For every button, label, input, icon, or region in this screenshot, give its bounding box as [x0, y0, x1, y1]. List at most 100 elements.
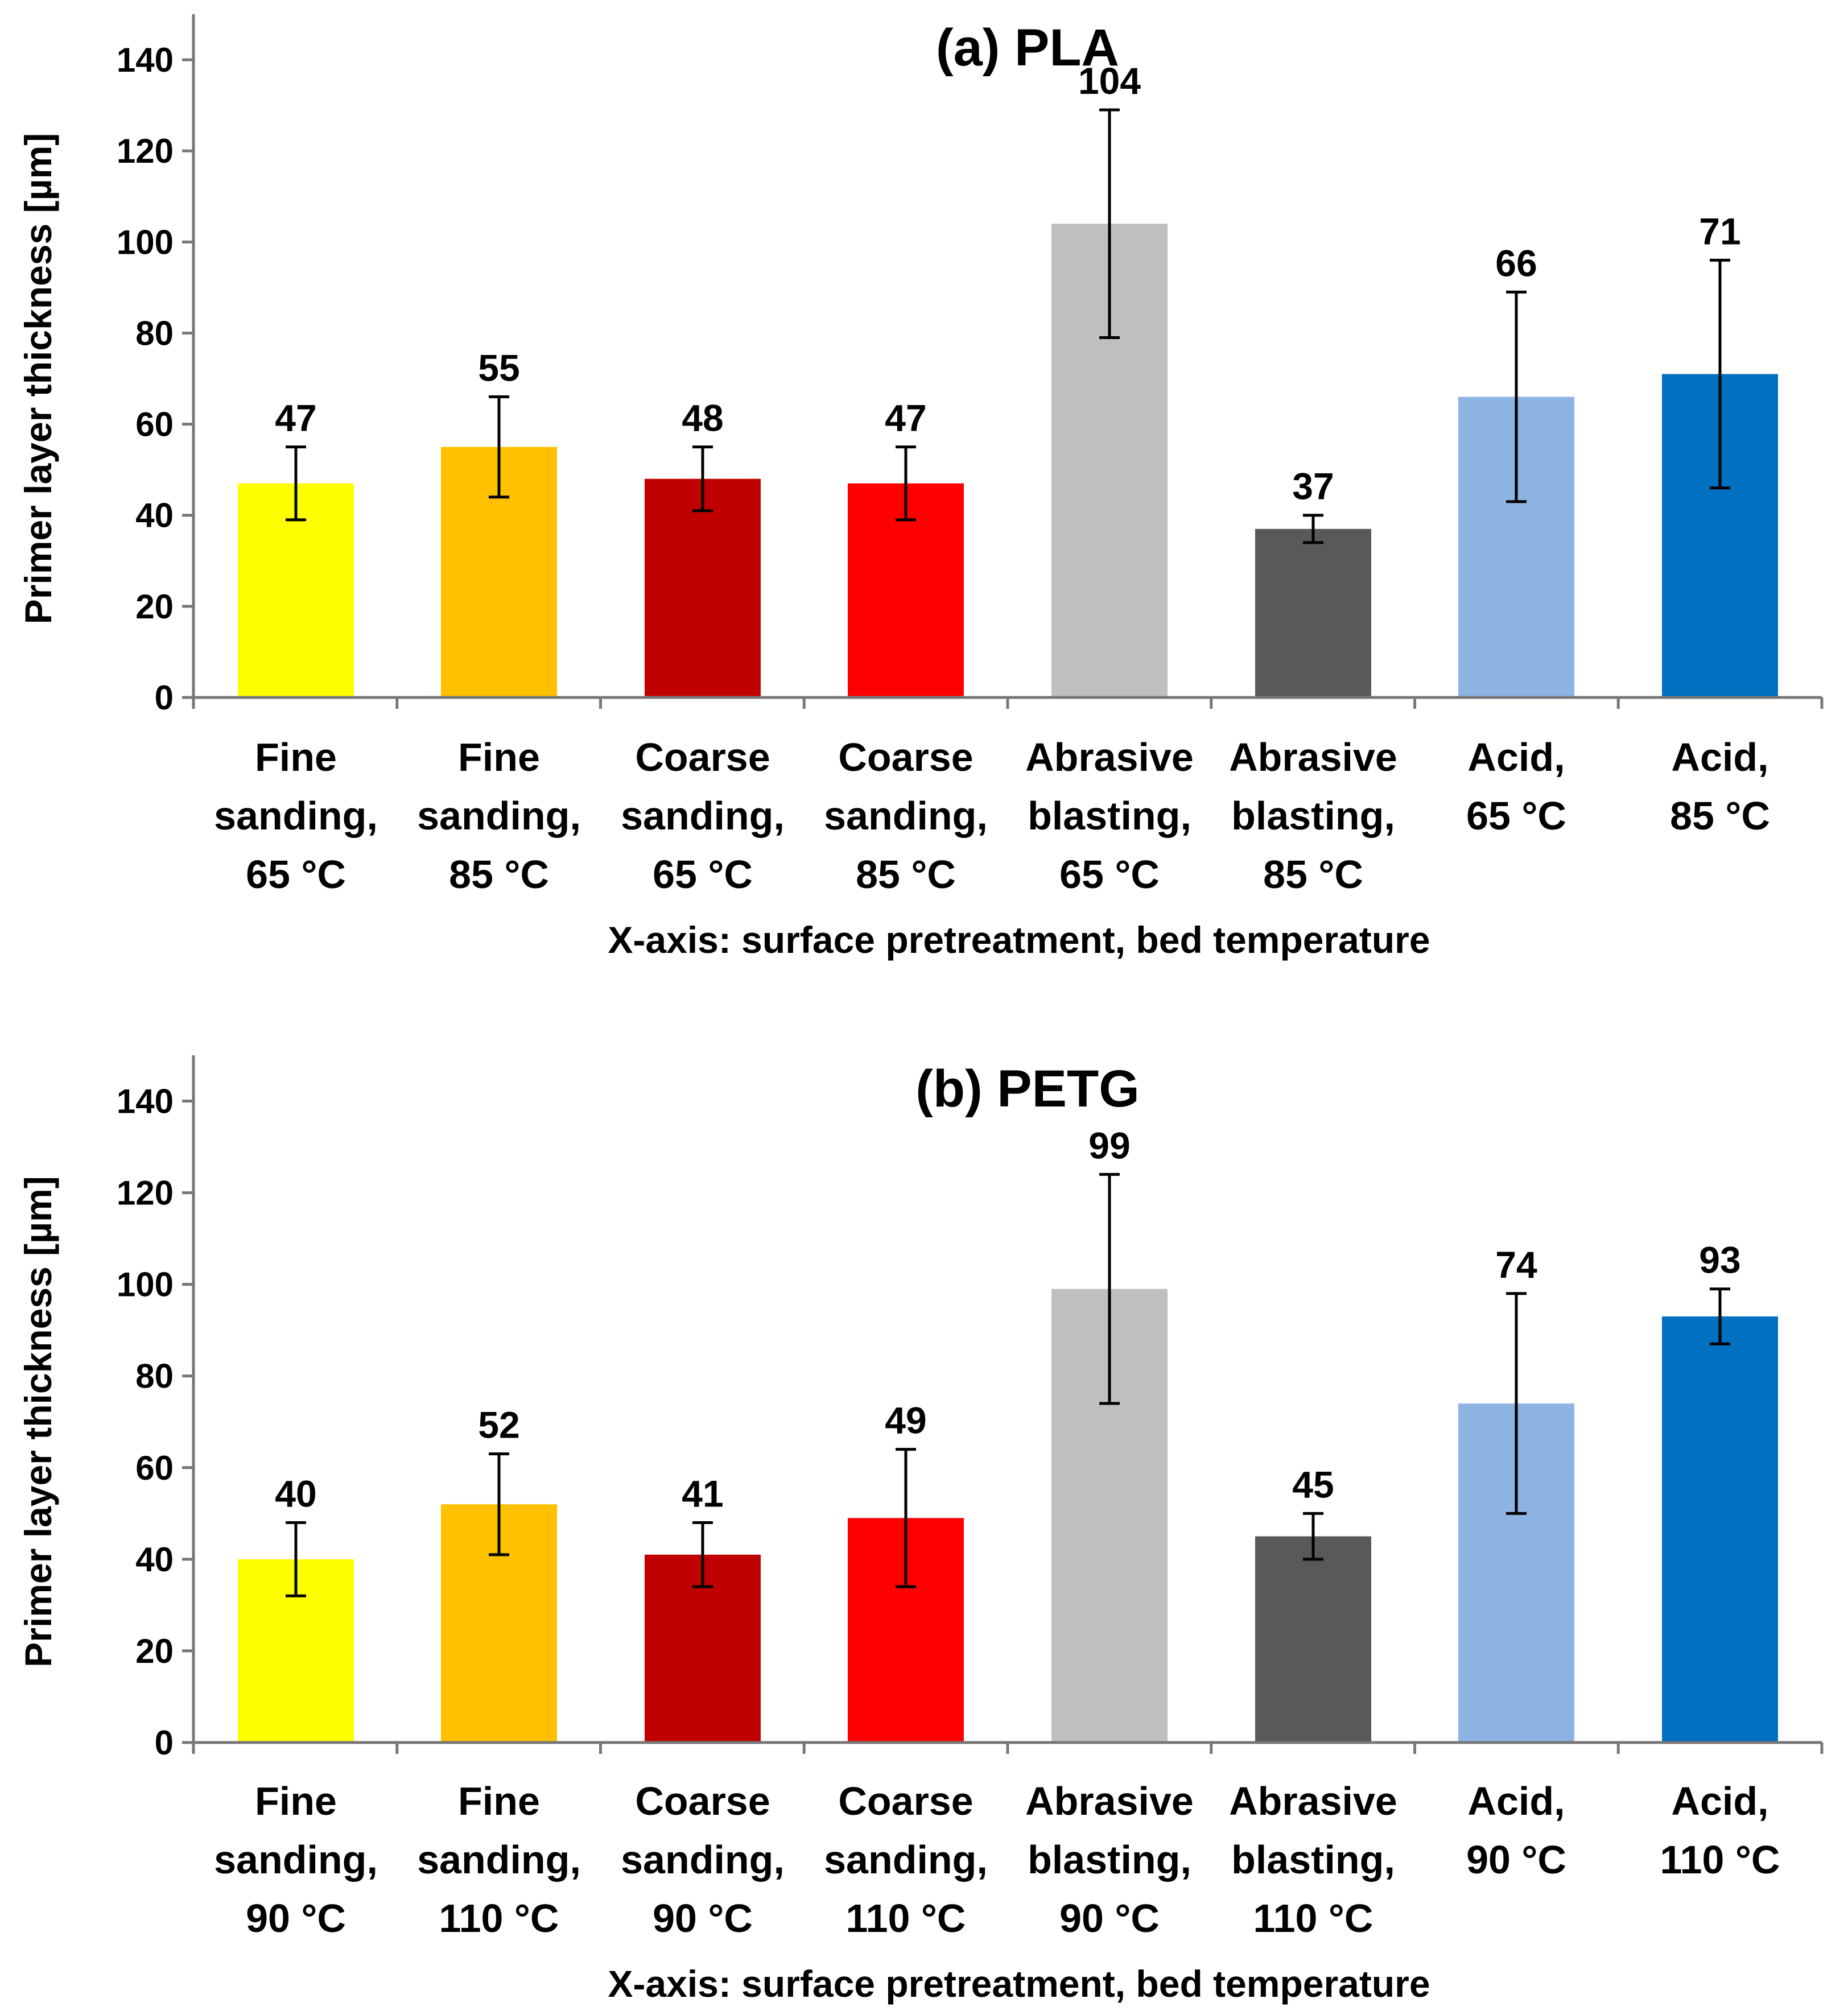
- y-axis-label: Primer layer thickness [µm]: [17, 133, 59, 624]
- error-bar: [896, 445, 916, 522]
- data-label: 71: [1699, 210, 1740, 252]
- x-tick-label-line: Acid,: [1671, 735, 1768, 779]
- x-tick-label-line: blasting,: [1231, 1838, 1395, 1882]
- error-bar: [1506, 290, 1527, 503]
- data-label: 93: [1699, 1239, 1740, 1281]
- data-label: 66: [1495, 242, 1537, 284]
- error-bar: [1506, 1292, 1527, 1515]
- x-tick-label-line: Abrasive: [1025, 1779, 1194, 1823]
- x-tick-label-line: Fine: [255, 1779, 337, 1823]
- error-bar: [1303, 514, 1323, 544]
- x-tick-label-line: 90 °C: [246, 1896, 346, 1940]
- x-tick-label-line: 65 °C: [1466, 794, 1566, 838]
- x-tick-label-line: sanding,: [214, 1838, 378, 1882]
- error-bar: [1710, 1287, 1730, 1345]
- x-tick-label-line: 65 °C: [653, 852, 753, 897]
- data-label: 40: [275, 1472, 316, 1514]
- bar: [1662, 1316, 1778, 1743]
- x-tick-label: Abrasive blasting, 65 °C: [1025, 735, 1194, 897]
- x-tick-label-line: sanding,: [824, 1838, 988, 1882]
- y-tick-label: 20: [135, 588, 174, 626]
- data-label: 47: [885, 397, 926, 439]
- x-tick-label: Fine sanding, 85 °C: [417, 735, 581, 897]
- bar: [1255, 1536, 1371, 1743]
- x-tick-label: Fine sanding, 65 °C: [214, 735, 378, 897]
- x-tick-label-line: Coarse: [635, 1779, 770, 1823]
- x-tick-label-line: Fine: [255, 735, 337, 779]
- x-axis-label: X-axis: surface pretreatment, bed temper…: [608, 919, 1430, 961]
- x-axis-label: X-axis: surface pretreatment, bed temper…: [608, 1963, 1430, 2005]
- y-tick-label: 140: [117, 1083, 174, 1121]
- y-tick-label: 100: [117, 223, 174, 261]
- y-tick-label: 40: [135, 497, 174, 535]
- chart-panel-petg: (b) PETG Primer layer thickness [µm] 40 52 4…: [17, 1055, 1824, 2005]
- error-bar: [1099, 1172, 1120, 1405]
- error-bar: [286, 1521, 306, 1597]
- x-tick-label-line: 90 °C: [653, 1896, 753, 1940]
- error-bar: [692, 1521, 713, 1588]
- data-label: 37: [1292, 465, 1334, 507]
- x-tick-label: Acid, 65 °C: [1466, 735, 1566, 838]
- x-tick-label: Coarse sanding, 65 °C: [621, 735, 785, 897]
- x-tick-label-line: sanding,: [824, 794, 988, 838]
- x-tick-label: Coarse sanding, 90 °C: [621, 1779, 785, 1940]
- x-tick-label-line: sanding,: [621, 1838, 785, 1882]
- x-tick-label-line: 110 °C: [439, 1896, 559, 1940]
- x-tick-label: Abrasive blasting, 90 °C: [1025, 1779, 1194, 1940]
- x-tick-label-line: 85 °C: [1670, 794, 1770, 838]
- bar: [1255, 528, 1371, 697]
- x-tick-label-line: sanding,: [417, 794, 581, 838]
- x-tick-label: Acid, 90 °C: [1466, 1779, 1566, 1882]
- error-bar: [1099, 108, 1120, 339]
- y-tick-label: 60: [135, 1449, 174, 1487]
- y-tick-label: 40: [135, 1541, 174, 1579]
- x-tick-label-line: sanding,: [417, 1838, 581, 1882]
- x-tick-label: Coarse sanding, 85 °C: [824, 735, 988, 897]
- x-tick-label-line: blasting,: [1231, 794, 1395, 838]
- x-tick-label-line: Fine: [458, 735, 540, 779]
- x-tick-label-line: blasting,: [1028, 1838, 1191, 1882]
- x-tick-label-line: blasting,: [1028, 794, 1191, 838]
- x-tick-label-line: sanding,: [214, 794, 378, 838]
- x-tick-label-line: 90 °C: [1466, 1838, 1566, 1882]
- x-tick-label-line: Fine: [458, 1779, 540, 1823]
- data-label: 104: [1078, 60, 1141, 102]
- y-tick-label: 120: [117, 1174, 174, 1212]
- x-tick-label: Fine sanding, 110 °C: [417, 1779, 581, 1940]
- y-tick-label: 0: [155, 1724, 174, 1762]
- x-tick-label: Acid, 85 °C: [1670, 735, 1770, 838]
- bar: [645, 478, 761, 697]
- x-tick-label-line: 85 °C: [1263, 852, 1363, 897]
- data-label: 99: [1088, 1124, 1130, 1166]
- data-label: 52: [478, 1404, 519, 1446]
- chart-panel-pla: (a) PLA Primer layer thickness [µm] 47 55 48…: [17, 14, 1824, 961]
- error-bar: [692, 445, 713, 513]
- y-tick-label: 140: [117, 41, 174, 79]
- x-tick-label: Abrasive blasting, 85 °C: [1229, 735, 1397, 897]
- x-tick-label-line: Acid,: [1671, 1779, 1768, 1823]
- x-tick-label-line: Coarse: [838, 735, 973, 779]
- y-tick-label: 60: [135, 406, 174, 444]
- data-label: 41: [682, 1472, 723, 1514]
- x-tick-label-line: 65 °C: [246, 852, 346, 897]
- error-bar: [489, 395, 509, 499]
- y-tick-label: 20: [135, 1632, 174, 1670]
- x-tick-label: Abrasive blasting, 110 °C: [1229, 1779, 1397, 1940]
- x-tick-label-line: Acid,: [1467, 735, 1565, 779]
- x-tick-label: Fine sanding, 90 °C: [214, 1779, 378, 1940]
- x-tick-label-line: 85 °C: [449, 852, 549, 897]
- y-tick-label: 100: [117, 1266, 174, 1304]
- data-label: 49: [885, 1399, 926, 1442]
- x-tick-label-line: 110 °C: [1253, 1896, 1373, 1940]
- x-tick-label-line: Coarse: [635, 735, 770, 779]
- data-label: 45: [1292, 1463, 1334, 1505]
- x-tick-label-line: 90 °C: [1059, 1896, 1160, 1940]
- x-tick-label-line: 85 °C: [856, 852, 956, 897]
- x-tick-label-line: Abrasive: [1229, 735, 1397, 779]
- error-bar: [1710, 258, 1730, 490]
- y-tick-label: 0: [155, 679, 174, 717]
- y-tick-label: 80: [135, 314, 174, 352]
- error-bar: [896, 1448, 916, 1588]
- y-tick-label: 120: [117, 132, 174, 170]
